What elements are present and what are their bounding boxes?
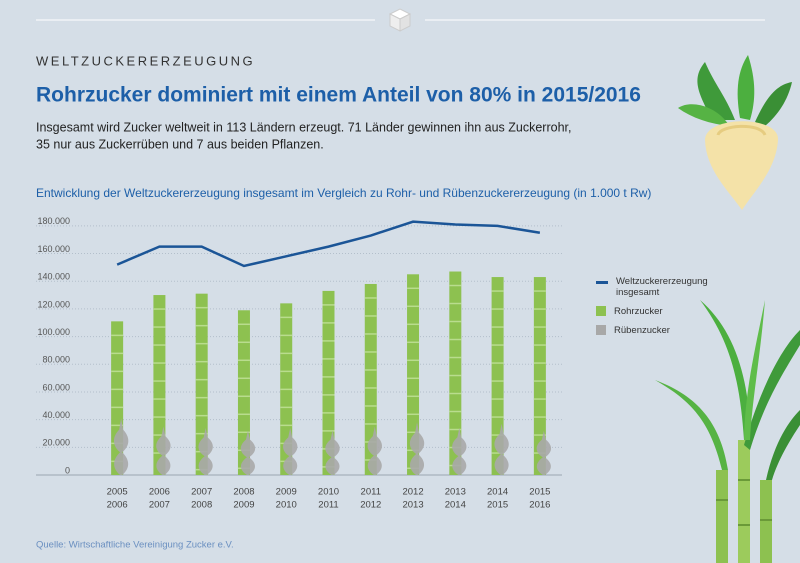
bar	[325, 430, 340, 475]
bar	[409, 422, 425, 475]
bar	[113, 418, 129, 475]
y-tick-label: 20.000	[42, 438, 70, 448]
bar	[536, 430, 552, 475]
bar	[153, 295, 166, 475]
y-tick-label: 100.000	[37, 327, 70, 337]
legend-item: Rübenzucker	[596, 325, 746, 336]
y-tick-label: 140.000	[37, 272, 70, 282]
x-tick-label: 2009	[233, 500, 254, 511]
legend-swatch	[596, 281, 608, 284]
x-tick-label: 2016	[529, 500, 550, 511]
y-tick-label: 0	[65, 465, 70, 475]
bar	[322, 290, 335, 475]
title: Rohrzucker dominiert mit einem Anteil vo…	[36, 84, 641, 107]
kicker: WELTZUCKERERZEUGUNG	[36, 53, 255, 68]
x-tick-label: 2010	[318, 487, 339, 498]
legend-label: Rohrzucker	[614, 306, 663, 317]
x-tick-label: 2011	[318, 500, 338, 511]
x-tick-label: 2012	[402, 487, 423, 498]
y-tick-label: 40.000	[42, 410, 70, 420]
x-tick-label: 2013	[445, 487, 466, 498]
x-tick-label: 2005	[107, 487, 128, 498]
bar	[449, 271, 462, 475]
x-tick-label: 2010	[276, 500, 297, 511]
bar	[283, 427, 298, 475]
y-tick-label: 160.000	[37, 244, 70, 254]
bar	[494, 423, 509, 475]
x-tick-label: 2015	[529, 487, 550, 498]
sugarcane-illustration	[655, 300, 800, 563]
bar	[195, 293, 208, 475]
x-tick-label: 2006	[107, 500, 128, 511]
y-tick-label: 80.000	[42, 355, 70, 365]
subtitle-line: 35 nur aus Zuckerrüben und 7 aus beiden …	[36, 137, 324, 151]
legend-swatch	[596, 306, 606, 316]
chart-title: Entwicklung der Weltzuckererzeugung insg…	[36, 186, 651, 200]
bar	[364, 283, 377, 475]
beet-illustration	[678, 55, 792, 210]
subtitle-line: Insgesamt wird Zucker weltweit in 113 Lä…	[36, 120, 571, 134]
legend: Weltzuckererzeugung insgesamt Rohrzucker R…	[596, 276, 746, 344]
legend-label: Weltzuckererzeugung insgesamt	[616, 276, 708, 298]
legend-item: Weltzuckererzeugung insgesamt	[596, 276, 746, 298]
bar	[237, 310, 250, 475]
x-tick-label: 2007	[191, 487, 212, 498]
x-tick-label: 2014	[445, 500, 466, 511]
x-tick-label: 2007	[149, 500, 170, 511]
x-tick-label: 2008	[191, 500, 212, 511]
legend-swatch	[596, 325, 606, 335]
x-tick-label: 2011	[361, 487, 381, 498]
x-tick-label: 2009	[276, 487, 297, 498]
bar	[156, 426, 171, 475]
legend-label: Rübenzucker	[614, 325, 670, 336]
y-tick-label: 60.000	[42, 382, 70, 392]
y-tick-label: 120.000	[37, 299, 70, 309]
x-tick-label: 2015	[487, 500, 508, 511]
y-tick-label: 180.000	[37, 216, 70, 226]
sugar-cube-icon	[388, 8, 412, 32]
bar	[367, 426, 382, 475]
x-tick-label: 2008	[233, 487, 254, 498]
legend-item: Rohrzucker	[596, 306, 746, 317]
x-tick-label: 2006	[149, 487, 170, 498]
source: Quelle: Wirtschaftliche Vereinigung Zuck…	[36, 540, 234, 551]
x-tick-label: 2012	[360, 500, 381, 511]
x-tick-label: 2014	[487, 487, 508, 498]
x-tick-label: 2013	[402, 500, 423, 511]
bar	[240, 430, 256, 475]
line	[116, 220, 541, 268]
bar	[452, 427, 467, 475]
bar	[198, 427, 213, 475]
